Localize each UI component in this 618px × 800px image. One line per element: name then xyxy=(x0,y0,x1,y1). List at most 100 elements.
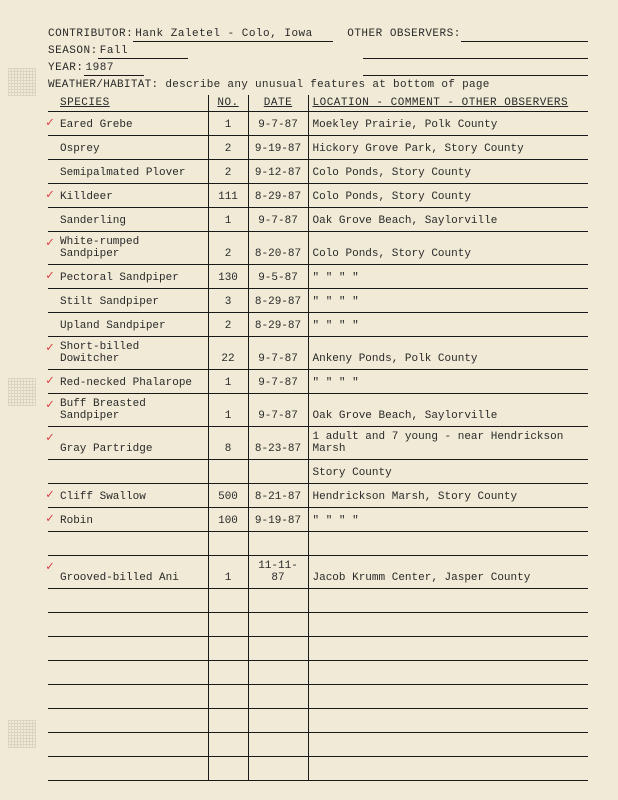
cell-species: ✓ Gray Partridge xyxy=(48,427,208,460)
cell-no: 1 xyxy=(208,556,248,589)
cell-no: 1 xyxy=(208,208,248,232)
blank-line-1 xyxy=(363,45,588,59)
cell-location xyxy=(308,532,588,556)
cell-date: 8-29-87 xyxy=(248,289,308,313)
cell-location: Hickory Grove Park, Story County xyxy=(308,136,588,160)
contributor-label: CONTRIBUTOR: xyxy=(48,28,133,42)
cell-date: 9-7-87 xyxy=(248,370,308,394)
table-row: Osprey29-19-87Hickory Grove Park, Story … xyxy=(48,136,588,160)
cell-location xyxy=(308,661,588,685)
cell-date xyxy=(248,709,308,733)
cell-date: 9-5-87 xyxy=(248,265,308,289)
cell-species xyxy=(48,709,208,733)
cell-date: 8-21-87 xyxy=(248,484,308,508)
cell-no: 2 xyxy=(208,160,248,184)
cell-species xyxy=(48,685,208,709)
cell-no xyxy=(208,637,248,661)
cell-date: 8-29-87 xyxy=(248,313,308,337)
cell-location xyxy=(308,613,588,637)
cell-species xyxy=(48,733,208,757)
cell-species xyxy=(48,757,208,781)
table-row xyxy=(48,637,588,661)
check-mark-icon: ✓ xyxy=(46,235,54,250)
col-no: NO. xyxy=(208,95,248,112)
contributor-row: CONTRIBUTOR: Hank Zaletel - Colo, Iowa O… xyxy=(48,28,588,42)
cell-no: 3 xyxy=(208,289,248,313)
table-row xyxy=(48,709,588,733)
species-text: Eared Grebe xyxy=(60,119,133,131)
cell-no: 1 xyxy=(208,370,248,394)
cell-species: ✓ Eared Grebe xyxy=(48,112,208,136)
cell-species: Stilt Sandpiper xyxy=(48,289,208,313)
cell-location: " " " " xyxy=(308,508,588,532)
cell-no xyxy=(208,460,248,484)
species-text: Gray Partridge xyxy=(60,443,152,455)
cell-location: " " " " xyxy=(308,370,588,394)
observation-table: SPECIES NO. DATE LOCATION - COMMENT - OT… xyxy=(48,95,588,781)
cell-location: Colo Ponds, Story County xyxy=(308,160,588,184)
cell-location xyxy=(308,733,588,757)
check-mark-icon: ✓ xyxy=(46,115,54,130)
cell-no xyxy=(208,709,248,733)
cell-no: 2 xyxy=(208,313,248,337)
cell-no: 2 xyxy=(208,232,248,265)
check-mark-icon: ✓ xyxy=(46,511,54,526)
contributor-value: Hank Zaletel - Colo, Iowa xyxy=(133,28,333,42)
species-text: Short-billed Dowitcher xyxy=(60,341,139,365)
cell-location: " " " " xyxy=(308,289,588,313)
blank-line-2 xyxy=(363,62,588,76)
cell-species: Upland Sandpiper xyxy=(48,313,208,337)
table-header-row: SPECIES NO. DATE LOCATION - COMMENT - OT… xyxy=(48,95,588,112)
col-species: SPECIES xyxy=(48,95,208,112)
cell-species: Sanderling xyxy=(48,208,208,232)
table-row: ✓Gray Partridge88-23-871 adult and 7 you… xyxy=(48,427,588,460)
cell-location: Oak Grove Beach, Saylorville xyxy=(308,208,588,232)
table-row: Sanderling19-7-87Oak Grove Beach, Saylor… xyxy=(48,208,588,232)
season-row: SEASON: Fall xyxy=(48,45,588,59)
table-row: ✓Buff Breasted Sandpiper19-7-87Oak Grove… xyxy=(48,394,588,427)
cell-location: Colo Ponds, Story County xyxy=(308,232,588,265)
cell-species: Semipalmated Plover xyxy=(48,160,208,184)
table-row: ✓Killdeer1118-29-87Colo Ponds, Story Cou… xyxy=(48,184,588,208)
other-observers-value xyxy=(461,28,588,42)
cell-no: 2 xyxy=(208,136,248,160)
cell-species: Osprey xyxy=(48,136,208,160)
cell-date: 9-7-87 xyxy=(248,112,308,136)
cell-species xyxy=(48,637,208,661)
cell-date: 9-19-87 xyxy=(248,136,308,160)
species-text: Killdeer xyxy=(60,191,113,203)
species-text: Red-necked Phalarope xyxy=(60,377,192,389)
cell-date: 11-11-87 xyxy=(248,556,308,589)
species-text: Cliff Swallow xyxy=(60,491,146,503)
table-body: ✓Eared Grebe19-7-87Moekley Prairie, Polk… xyxy=(48,112,588,781)
cell-no: 1 xyxy=(208,112,248,136)
cell-species: ✓ Pectoral Sandpiper xyxy=(48,265,208,289)
table-row xyxy=(48,661,588,685)
cell-date xyxy=(248,661,308,685)
table-row: ✓Cliff Swallow5008-21-87Hendrickson Mars… xyxy=(48,484,588,508)
cell-date: 8-29-87 xyxy=(248,184,308,208)
cell-date: 9-12-87 xyxy=(248,160,308,184)
check-mark-icon: ✓ xyxy=(46,268,54,283)
cell-no: 1 xyxy=(208,394,248,427)
cell-no xyxy=(208,685,248,709)
species-text: White-rumped Sandpiper xyxy=(60,236,139,260)
cell-date: 9-19-87 xyxy=(248,508,308,532)
cell-date: 8-20-87 xyxy=(248,232,308,265)
cell-no: 100 xyxy=(208,508,248,532)
cell-no: 500 xyxy=(208,484,248,508)
cell-location: Oak Grove Beach, Saylorville xyxy=(308,394,588,427)
cell-species xyxy=(48,589,208,613)
check-mark-icon: ✓ xyxy=(46,430,54,445)
cell-date xyxy=(248,532,308,556)
year-label: YEAR: xyxy=(48,62,84,76)
table-row xyxy=(48,532,588,556)
cell-date: 9-7-87 xyxy=(248,394,308,427)
cell-location xyxy=(308,589,588,613)
cell-date xyxy=(248,757,308,781)
cell-no xyxy=(208,661,248,685)
cell-location: 1 adult and 7 young - near Hendrickson M… xyxy=(308,427,588,460)
species-text: Semipalmated Plover xyxy=(60,167,185,179)
species-text: Pectoral Sandpiper xyxy=(60,272,179,284)
species-text: Stilt Sandpiper xyxy=(60,296,159,308)
